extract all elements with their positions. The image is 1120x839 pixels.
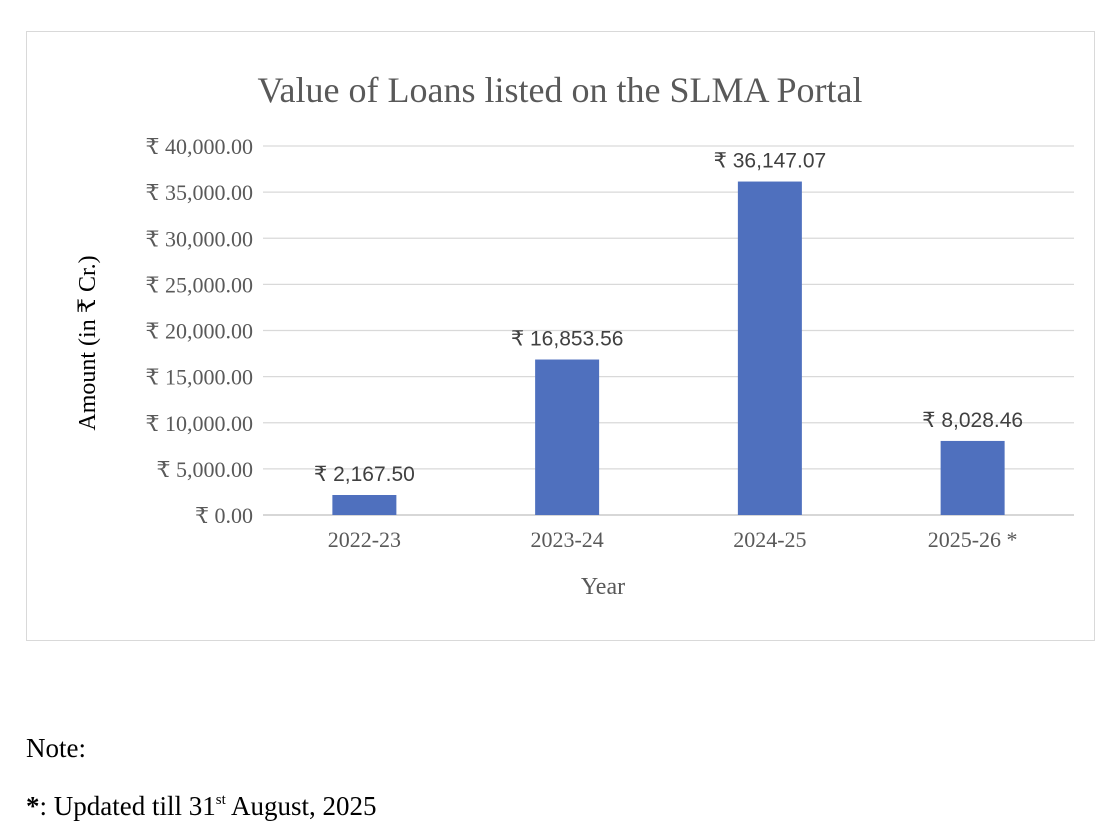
y-tick-label: ₹ 15,000.00 [146, 365, 254, 390]
bar [535, 359, 600, 515]
y-tick-label: ₹ 35,000.00 [146, 180, 254, 205]
x-tick-label: 2024-25 [733, 527, 806, 552]
y-tick-label: ₹ 20,000.00 [146, 319, 254, 344]
note-asterisk: * [26, 791, 40, 821]
note-ordinal-suffix: st [215, 792, 226, 808]
data-label: ₹ 16,853.56 [511, 328, 624, 351]
x-axis-ticks: 2022-23 2023-24 2024-25 2025-26 * [328, 527, 1018, 552]
data-labels: ₹ 2,167.50 ₹ 16,853.56 ₹ 36,147.07 ₹ 8,028.… [314, 150, 1023, 486]
note-heading: Note: [26, 733, 86, 763]
note-text-main: : Updated till 31 [39, 791, 216, 821]
bar [737, 181, 802, 515]
y-tick-label: ₹ 10,000.00 [146, 411, 254, 436]
x-axis-title: Year [581, 574, 625, 600]
chart-title: Value of Loans listed on the SLMA Portal [258, 70, 863, 110]
bars [332, 181, 1005, 515]
y-tick-label: ₹ 25,000.00 [146, 272, 254, 297]
y-axis-ticks: ₹ 0.00 ₹ 5,000.00 ₹ 10,000.00 ₹ 15,000.00 ₹ … [146, 134, 254, 528]
y-tick-label: ₹ 30,000.00 [146, 226, 254, 251]
y-tick-label: ₹ 5,000.00 [157, 457, 254, 482]
x-tick-label: 2025-26 * [928, 527, 1018, 552]
chart-frame: Value of Loans listed on the SLMA Portal… [26, 31, 1095, 641]
bar [940, 440, 1005, 515]
data-label: ₹ 2,167.50 [314, 463, 415, 486]
y-axis-title: Amount (in ₹ Cr.) [75, 255, 101, 430]
note-text: *: Updated till 31st August, 2025 [26, 791, 377, 822]
bar [332, 495, 397, 515]
bar-chart: Value of Loans listed on the SLMA Portal… [75, 70, 1074, 600]
y-tick-label: ₹ 40,000.00 [146, 134, 254, 159]
y-tick-label: ₹ 0.00 [195, 503, 253, 528]
data-label: ₹ 8,028.46 [922, 409, 1023, 432]
data-label: ₹ 36,147.07 [714, 150, 827, 173]
gridlines [263, 145, 1074, 516]
note-text-date: August, 2025 [225, 791, 377, 821]
x-tick-label: 2023-24 [530, 527, 603, 552]
x-tick-label: 2022-23 [328, 527, 401, 552]
